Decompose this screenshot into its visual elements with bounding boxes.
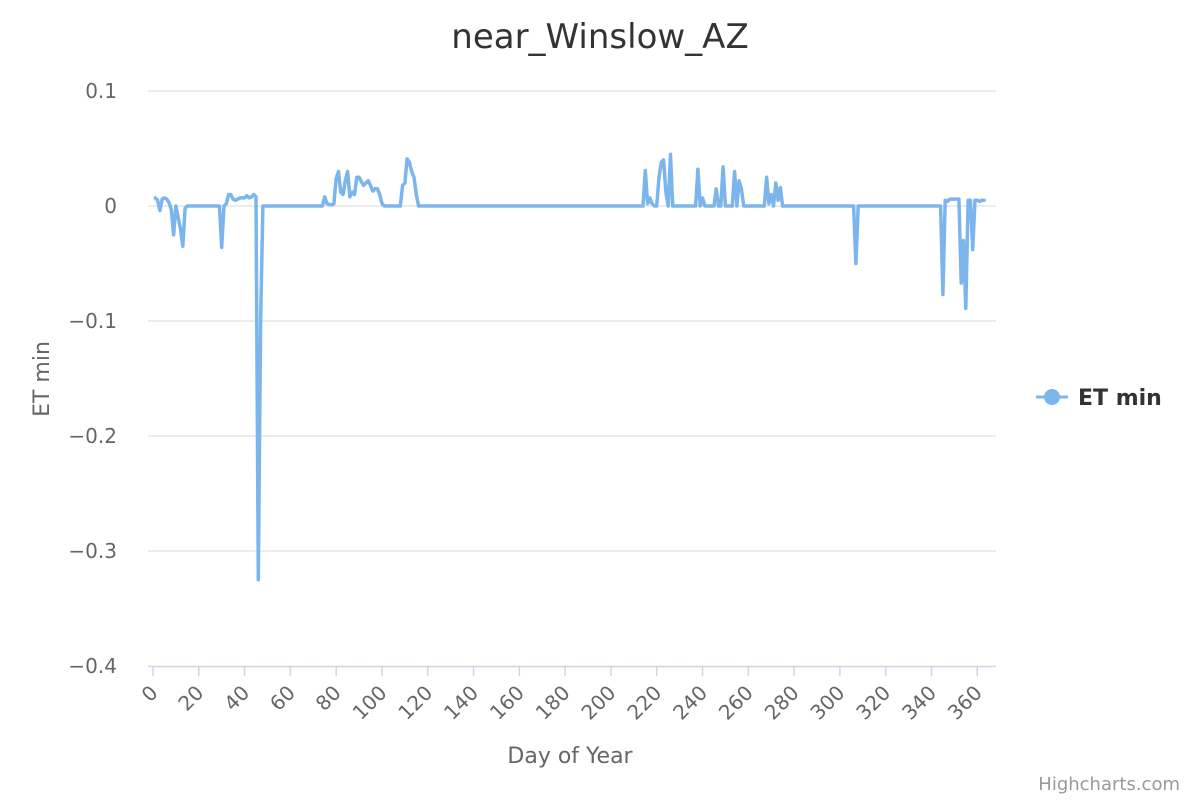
x-tick-label: 120	[393, 681, 437, 725]
y-tick-label: −0.2	[68, 424, 117, 448]
credits-link[interactable]: Highcharts.com	[1038, 774, 1180, 795]
grid	[148, 90, 996, 552]
x-tick-label: 340	[897, 681, 941, 725]
y-axis-title: ET min	[30, 341, 55, 417]
x-tick-label: 0	[137, 681, 163, 707]
y-tick-label: 0	[104, 194, 117, 218]
x-tick-label: 220	[622, 681, 666, 725]
x-tick-label: 140	[439, 681, 483, 725]
x-tick-label: 200	[576, 681, 620, 725]
series-line-et-min[interactable]	[153, 152, 986, 582]
x-tick-label: 260	[714, 681, 758, 725]
y-tick-label: 0.1	[85, 79, 117, 103]
x-tick-label: 100	[348, 681, 392, 725]
x-tick-label: 240	[668, 681, 712, 725]
x-tick-label: 160	[485, 681, 529, 725]
y-tick-label: −0.3	[68, 539, 117, 563]
y-tick-label: −0.1	[68, 309, 117, 333]
x-tick-label: 80	[311, 681, 346, 716]
x-tick-label: 20	[173, 681, 208, 716]
x-axis-ticks: 0 20 40 60 80 100 120 140 160 180 200 220 240 260 280 3…	[137, 666, 987, 725]
series-group	[153, 152, 986, 582]
x-tick-label: 300	[805, 681, 849, 725]
x-tick-label: 320	[851, 681, 895, 725]
y-axis-ticks: 0.1 0 −0.1 −0.2 −0.3 −0.4	[68, 79, 117, 678]
legend-item-et-min[interactable]: ET min	[1078, 386, 1162, 411]
x-tick-label: 360	[943, 681, 987, 725]
x-axis-title: Day of Year	[507, 744, 633, 769]
x-tick-label: 180	[531, 681, 575, 725]
x-tick-label: 60	[265, 681, 300, 716]
x-tick-label: 40	[219, 681, 254, 716]
x-tick-label: 280	[760, 681, 804, 725]
legend-marker-icon	[1044, 389, 1060, 405]
legend[interactable]: ET min	[1036, 386, 1162, 411]
chart-title: near_Winslow_AZ	[451, 17, 748, 57]
y-tick-label: −0.4	[68, 654, 117, 678]
